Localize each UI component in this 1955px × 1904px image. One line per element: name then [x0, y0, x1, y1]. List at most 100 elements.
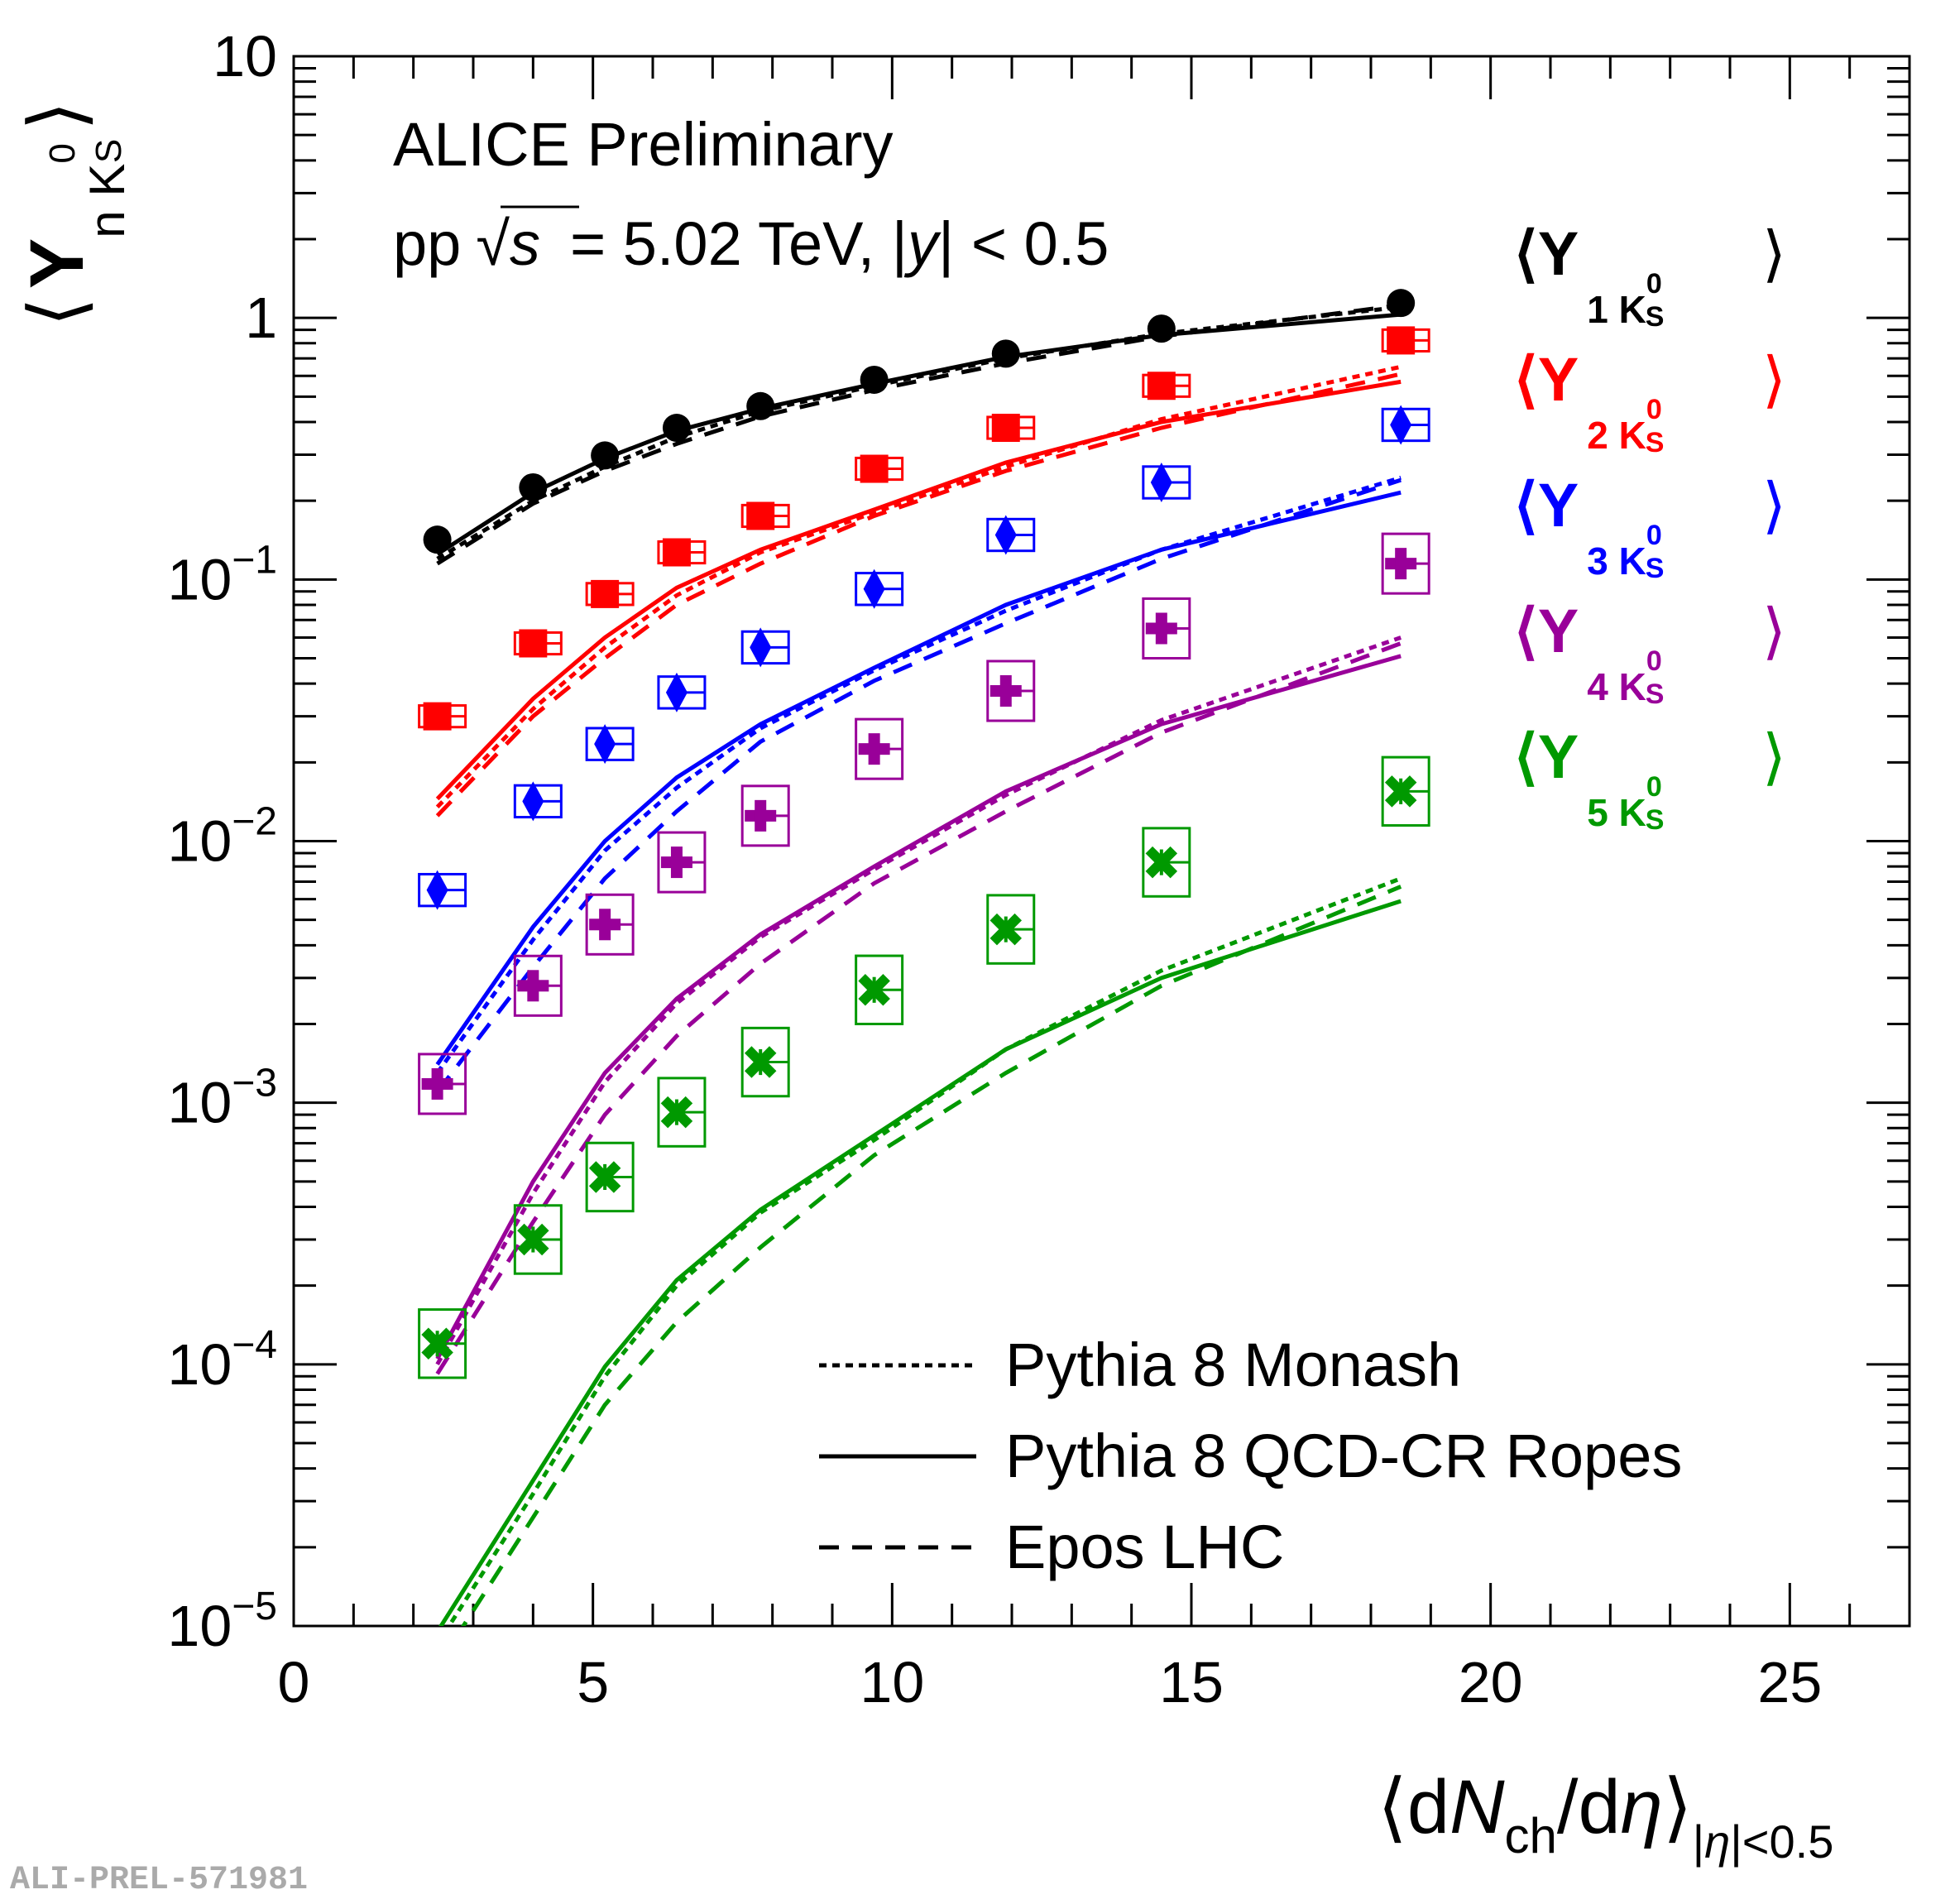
- curve-monash-3: [435, 475, 1402, 1075]
- y-tick-label: 10−2: [167, 800, 277, 874]
- curve-ropes-4: [435, 654, 1402, 1360]
- y-tick-label: 10−5: [167, 1585, 277, 1658]
- point-1: [662, 414, 691, 443]
- point-5: [585, 1141, 635, 1213]
- y-tick-label: 10: [213, 24, 277, 89]
- y-axis: 10 1 10−1 10−2 10−3 10−4 10−5: [167, 24, 1909, 1658]
- marker-diamond: [522, 781, 544, 822]
- marker-diamond: [750, 627, 772, 668]
- point-5: [986, 894, 1036, 965]
- point-1: [991, 339, 1020, 368]
- point-2: [585, 579, 635, 608]
- x-axis-label: ⟨dNch/dη⟩|η|<0.5: [1378, 1765, 1833, 1868]
- marker-diamond: [1150, 463, 1172, 503]
- curve-monash-4: [435, 635, 1402, 1366]
- curve-ropes-5: [438, 899, 1402, 1626]
- point-4: [657, 831, 707, 894]
- point-2: [418, 702, 467, 731]
- point-5: [1381, 755, 1430, 827]
- legend-entry-5: ⟨Y5 K0 S⟩: [1514, 722, 1786, 836]
- legend-entry-3: ⟨Y3 K0 S⟩: [1514, 471, 1786, 584]
- point-5: [740, 1026, 790, 1098]
- marker-circle: [519, 472, 548, 501]
- marker-square: [1387, 326, 1416, 355]
- point-2: [855, 454, 904, 483]
- marker-circle: [991, 339, 1020, 368]
- marker-cross-v: [1155, 612, 1167, 645]
- marker-x-b: [744, 1046, 777, 1078]
- point-3: [657, 672, 707, 712]
- point-1: [423, 525, 452, 554]
- y-tick-label: 10−3: [167, 1062, 277, 1135]
- point-5: [418, 1308, 467, 1379]
- marker-circle: [746, 391, 775, 420]
- point-2: [986, 414, 1036, 443]
- point-1: [860, 365, 889, 394]
- curve-epos-4: [435, 641, 1402, 1375]
- marker-square: [591, 579, 620, 608]
- marker-x-b: [421, 1327, 453, 1360]
- marker-circle: [662, 414, 691, 443]
- curve-epos-3: [435, 477, 1402, 1094]
- marker-diamond: [665, 672, 688, 712]
- model-curves: [435, 303, 1402, 1626]
- marker-square: [662, 538, 691, 567]
- marker-square: [991, 414, 1020, 443]
- marker-x-b: [989, 913, 1023, 946]
- model-legend: Pythia 8 Monash Pythia 8 QCD-CR Ropes Epos…: [819, 1331, 1682, 1581]
- marker-cross-v: [527, 970, 539, 1002]
- point-1: [746, 391, 775, 420]
- point-5: [513, 1204, 563, 1275]
- marker-diamond: [594, 724, 616, 765]
- curve-epos-5: [461, 885, 1402, 1626]
- point-5: [657, 1077, 707, 1148]
- marker-diamond: [426, 870, 448, 910]
- point-3: [1142, 463, 1191, 503]
- model-legend-label: Epos LHC: [1005, 1513, 1284, 1581]
- x-tick-label: 20: [1459, 1650, 1523, 1715]
- curve-monash-2: [435, 364, 1402, 809]
- point-1: [591, 441, 620, 470]
- point-4: [986, 659, 1036, 722]
- point-1: [1387, 289, 1416, 318]
- marker-x-b: [517, 1223, 549, 1256]
- point-2: [740, 501, 790, 530]
- point-3: [740, 627, 790, 668]
- marker-square: [860, 454, 889, 483]
- data-points: [418, 289, 1430, 1379]
- point-1: [519, 472, 548, 501]
- legend-entry-1: ⟨Y1 K0 S⟩: [1514, 219, 1786, 333]
- y-axis-label: ⟨Yn K0 S⟩: [15, 101, 135, 327]
- marker-cross-v: [1395, 548, 1407, 580]
- x-tick-label: 25: [1757, 1650, 1822, 1715]
- point-2: [1381, 326, 1430, 355]
- legend-entry-4: ⟨Y4 K0 S⟩: [1514, 597, 1786, 710]
- marker-square: [519, 629, 548, 658]
- point-3: [986, 515, 1036, 555]
- curve-ropes-3: [435, 490, 1402, 1066]
- marker-circle: [1147, 314, 1176, 343]
- point-4: [418, 1053, 467, 1115]
- curve-epos-1: [436, 303, 1402, 566]
- point-4: [1142, 597, 1191, 660]
- curve-ropes-2: [435, 379, 1402, 801]
- point-4: [1381, 532, 1430, 595]
- marker-circle: [591, 441, 620, 470]
- chart-title: ALICE Preliminary: [393, 110, 894, 179]
- series-legend: ⟨Y1 K0 S⟩ ⟨Y2 K0 S⟩ ⟨Y3 K0 S⟩ ⟨Y4 K0 S⟩ ⟨Y5 K0 S⟩: [1514, 219, 1786, 836]
- marker-cross-v: [999, 675, 1012, 707]
- point-5: [855, 954, 904, 1025]
- marker-diamond: [1390, 405, 1412, 445]
- marker-circle: [1387, 289, 1416, 318]
- point-3: [513, 781, 563, 822]
- marker-cross-v: [431, 1067, 443, 1100]
- model-legend-label: Pythia 8 QCD-CR Ropes: [1005, 1422, 1682, 1490]
- point-3: [418, 870, 467, 910]
- point-2: [513, 629, 563, 658]
- marker-x-b: [858, 974, 890, 1006]
- curve-monash-1: [436, 305, 1402, 561]
- y-tick-label: 1: [245, 285, 277, 350]
- curve-monash-5: [446, 876, 1402, 1626]
